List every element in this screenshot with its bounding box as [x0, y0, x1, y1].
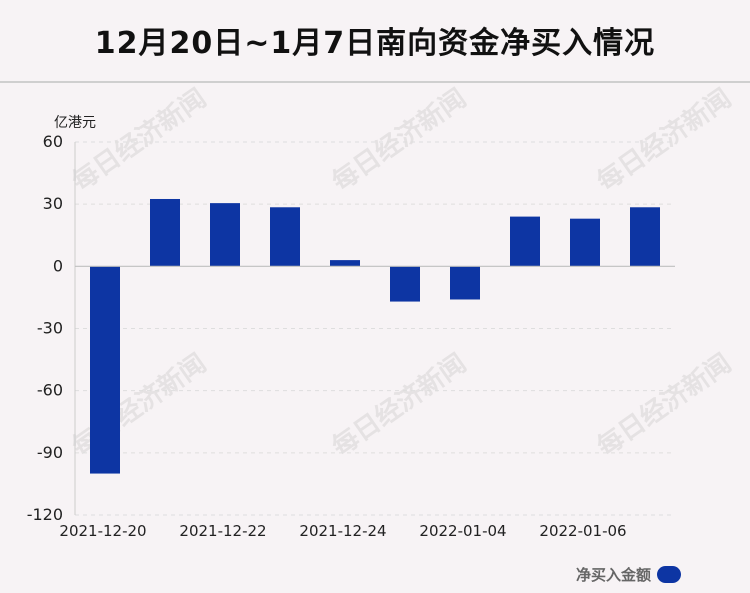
y-tick-label: 0	[53, 256, 63, 275]
bar	[90, 266, 120, 474]
legend: 净买入金额	[576, 564, 682, 585]
legend-label: 净买入金额	[576, 566, 652, 584]
bar	[270, 207, 300, 267]
x-tick-label: 2021-12-24	[299, 522, 386, 540]
x-tick-label: 2022-01-04	[419, 522, 506, 540]
y-tick-label: -30	[37, 319, 63, 338]
bar	[390, 266, 420, 302]
bar	[450, 266, 480, 300]
y-tick-label: 30	[43, 194, 63, 213]
legend-swatch	[657, 566, 682, 583]
y-tick-label: -120	[27, 505, 63, 524]
bar	[510, 216, 540, 267]
page-title: 12月20日~1月7日南向资金净买入情况	[94, 26, 656, 61]
bar	[570, 218, 600, 267]
y-tick-label: -90	[37, 443, 63, 462]
y-tick-label: 60	[43, 132, 63, 151]
bar	[150, 198, 180, 267]
y-tick-label: -60	[37, 381, 63, 400]
bar	[630, 207, 660, 267]
bar	[210, 203, 240, 267]
x-tick-label: 2021-12-20	[59, 522, 146, 540]
x-tick-label: 2022-01-06	[539, 522, 626, 540]
y-axis-unit-label: 亿港元	[54, 115, 96, 131]
bar	[330, 260, 360, 267]
title-divider	[0, 81, 750, 83]
x-tick-label: 2021-12-22	[179, 522, 266, 540]
